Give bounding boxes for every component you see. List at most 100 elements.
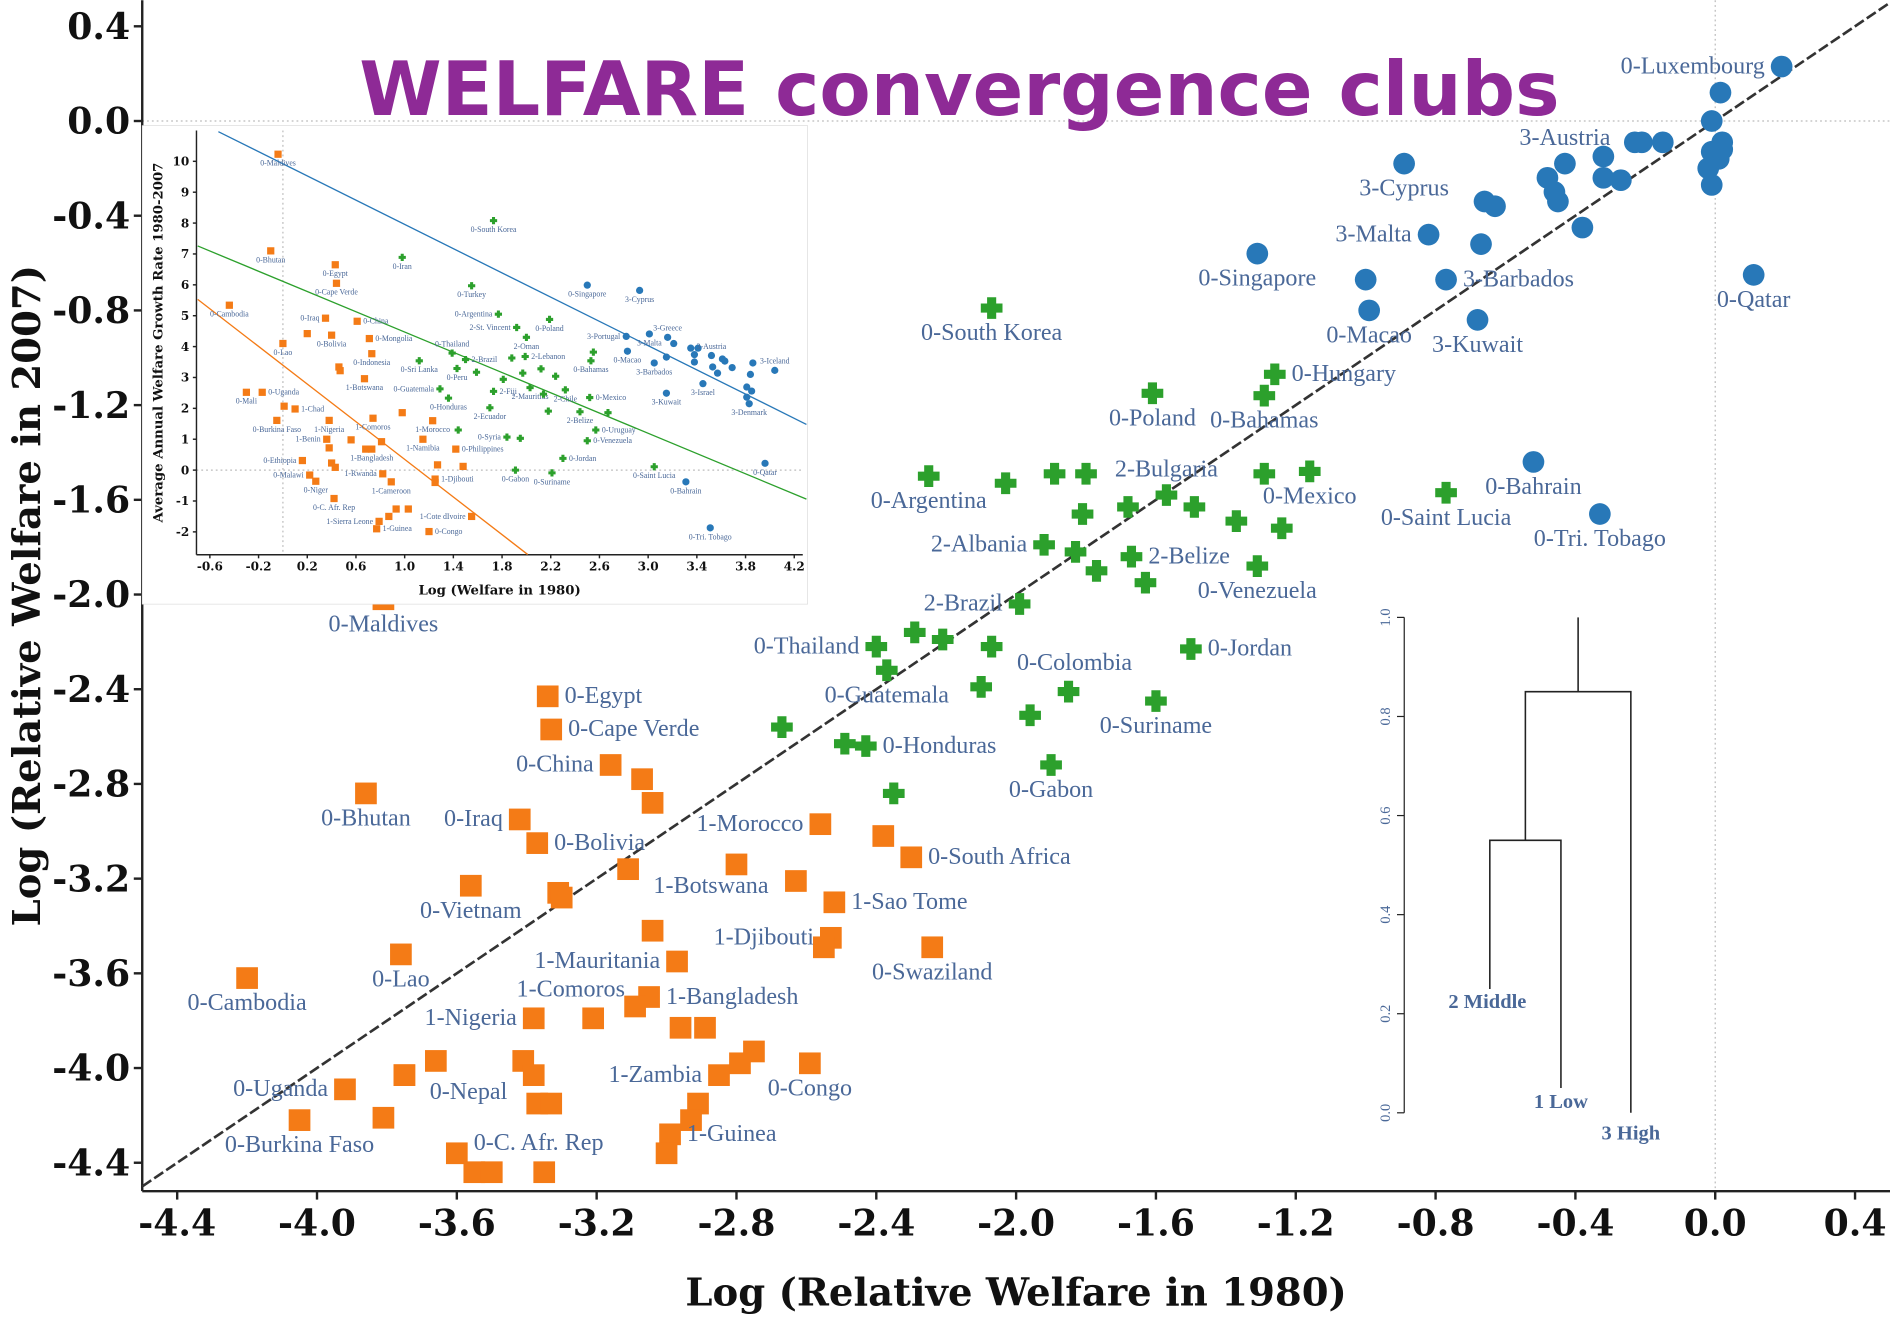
point-middle <box>516 434 524 442</box>
point-label: 0-Macao <box>614 356 642 365</box>
point-low <box>291 405 299 413</box>
point-label: 0-Tri. Tobago <box>1534 526 1666 552</box>
point-high <box>1651 131 1674 154</box>
point-middle <box>1134 571 1157 594</box>
y-tick-label: -3.2 <box>52 857 130 900</box>
point-label: 1-Guinea <box>383 524 413 533</box>
x-tick-label: -4.4 <box>138 1202 216 1245</box>
point-label: 2-Bulgaria <box>1115 457 1218 483</box>
y-tick-label: 4 <box>181 340 189 354</box>
point-middle <box>917 465 940 487</box>
point-high <box>721 357 729 365</box>
point-low <box>617 858 639 881</box>
point-middle <box>980 297 1003 319</box>
y-tick-label: -2.4 <box>52 668 130 711</box>
point-label: 0-Bahamas <box>573 365 608 374</box>
point-middle <box>1246 555 1269 577</box>
point-low <box>274 150 282 158</box>
dendrogram-tick-label: 0.6 <box>1378 807 1394 825</box>
point-low <box>321 314 330 322</box>
point-label: 3-Austria <box>1519 125 1610 151</box>
point-label: 3-Kuwait <box>652 398 682 407</box>
y-tick-label: 10 <box>172 155 189 169</box>
x-tick-label: 0.2 <box>297 559 318 573</box>
point-label: 1-Nigeria <box>425 1005 518 1031</box>
point-label: 0-Burkina Faso <box>225 1132 374 1158</box>
point-low <box>431 478 439 487</box>
point-low <box>280 402 288 410</box>
point-label: 1-Guinea <box>687 1121 777 1147</box>
point-middle <box>1253 462 1276 485</box>
point-middle <box>489 216 498 225</box>
point-low <box>540 718 563 741</box>
point-label: 0-Cambodia <box>210 310 249 319</box>
point-label: 0-Honduras <box>883 733 997 759</box>
point-label: 0-Turkey <box>457 290 486 299</box>
point-high <box>682 478 690 486</box>
point-middle <box>583 437 591 445</box>
point-label: 0-Egypt <box>323 269 349 278</box>
point-high <box>690 351 699 359</box>
point-label: 0-Indonesia <box>353 358 390 367</box>
x-tick-label: 1.8 <box>492 559 513 573</box>
point-middle <box>576 408 584 416</box>
point-low <box>306 471 314 479</box>
point-high <box>1742 264 1765 286</box>
point-high <box>1393 152 1415 175</box>
point-middle <box>489 387 498 395</box>
y-tick-label: -2 <box>176 525 189 539</box>
point-middle <box>526 384 534 392</box>
point-middle <box>1033 533 1055 556</box>
point-label: 1-Cote dIvoire <box>420 512 466 521</box>
point-high <box>1571 216 1594 239</box>
point-label: 0-China <box>363 317 389 326</box>
point-middle <box>931 628 954 651</box>
point-label: 0-Poland <box>1109 405 1196 431</box>
y-tick-label: -0.8 <box>52 289 130 332</box>
point-label: 0-C. Afr. Rep <box>474 1130 604 1156</box>
point-middle <box>519 369 527 377</box>
y-tick-label: 3 <box>181 371 189 385</box>
point-middle <box>494 310 503 318</box>
point-low <box>393 1064 416 1086</box>
point-high <box>746 370 755 379</box>
point-label: 0-Iraq <box>444 806 503 832</box>
point-low <box>330 494 338 503</box>
point-high <box>699 380 707 388</box>
x-tick-label: -2.4 <box>837 1202 915 1245</box>
y-axis-label: Log (Relative Welfare in 2007) <box>5 265 50 926</box>
point-label: 0-Mali <box>236 397 258 406</box>
point-high <box>1417 223 1440 246</box>
x-tick-label: 0.0 <box>1684 1202 1747 1245</box>
point-middle <box>1057 680 1080 703</box>
point-middle <box>508 354 516 362</box>
point-low <box>404 505 412 513</box>
y-tick-label: -3.6 <box>52 952 130 995</box>
y-tick-label: -1.6 <box>52 478 130 521</box>
point-low <box>669 1016 692 1039</box>
point-middle <box>833 732 856 755</box>
point-label: 0-Iran <box>393 262 412 271</box>
point-label: 0-South Africa <box>928 844 1071 870</box>
point-low <box>522 1064 545 1086</box>
point-label: 0-Argentina <box>455 310 493 319</box>
point-high <box>1470 233 1492 255</box>
point-low <box>550 886 573 909</box>
point-high <box>1435 268 1457 291</box>
point-middle <box>1071 503 1094 525</box>
point-label: 3-Malta <box>637 338 662 347</box>
point-high <box>1358 299 1381 322</box>
point-middle <box>453 364 461 373</box>
point-middle <box>559 454 567 462</box>
point-middle <box>1075 462 1097 485</box>
point-low <box>900 846 923 869</box>
point-low <box>362 445 370 453</box>
point-high <box>706 524 714 532</box>
y-tick-label: 1 <box>181 432 189 446</box>
point-middle <box>1253 384 1276 407</box>
y-tick-label: -1.2 <box>52 384 130 427</box>
point-low <box>459 874 482 897</box>
point-low <box>641 792 664 814</box>
inset-scatter-plot: -0.6 -0.2 0.2 0.6 1.0 1.4 1.8 2.2 2.6 3.0 3.4 3.8 4.… <box>141 125 808 605</box>
point-middle <box>1043 462 1066 485</box>
